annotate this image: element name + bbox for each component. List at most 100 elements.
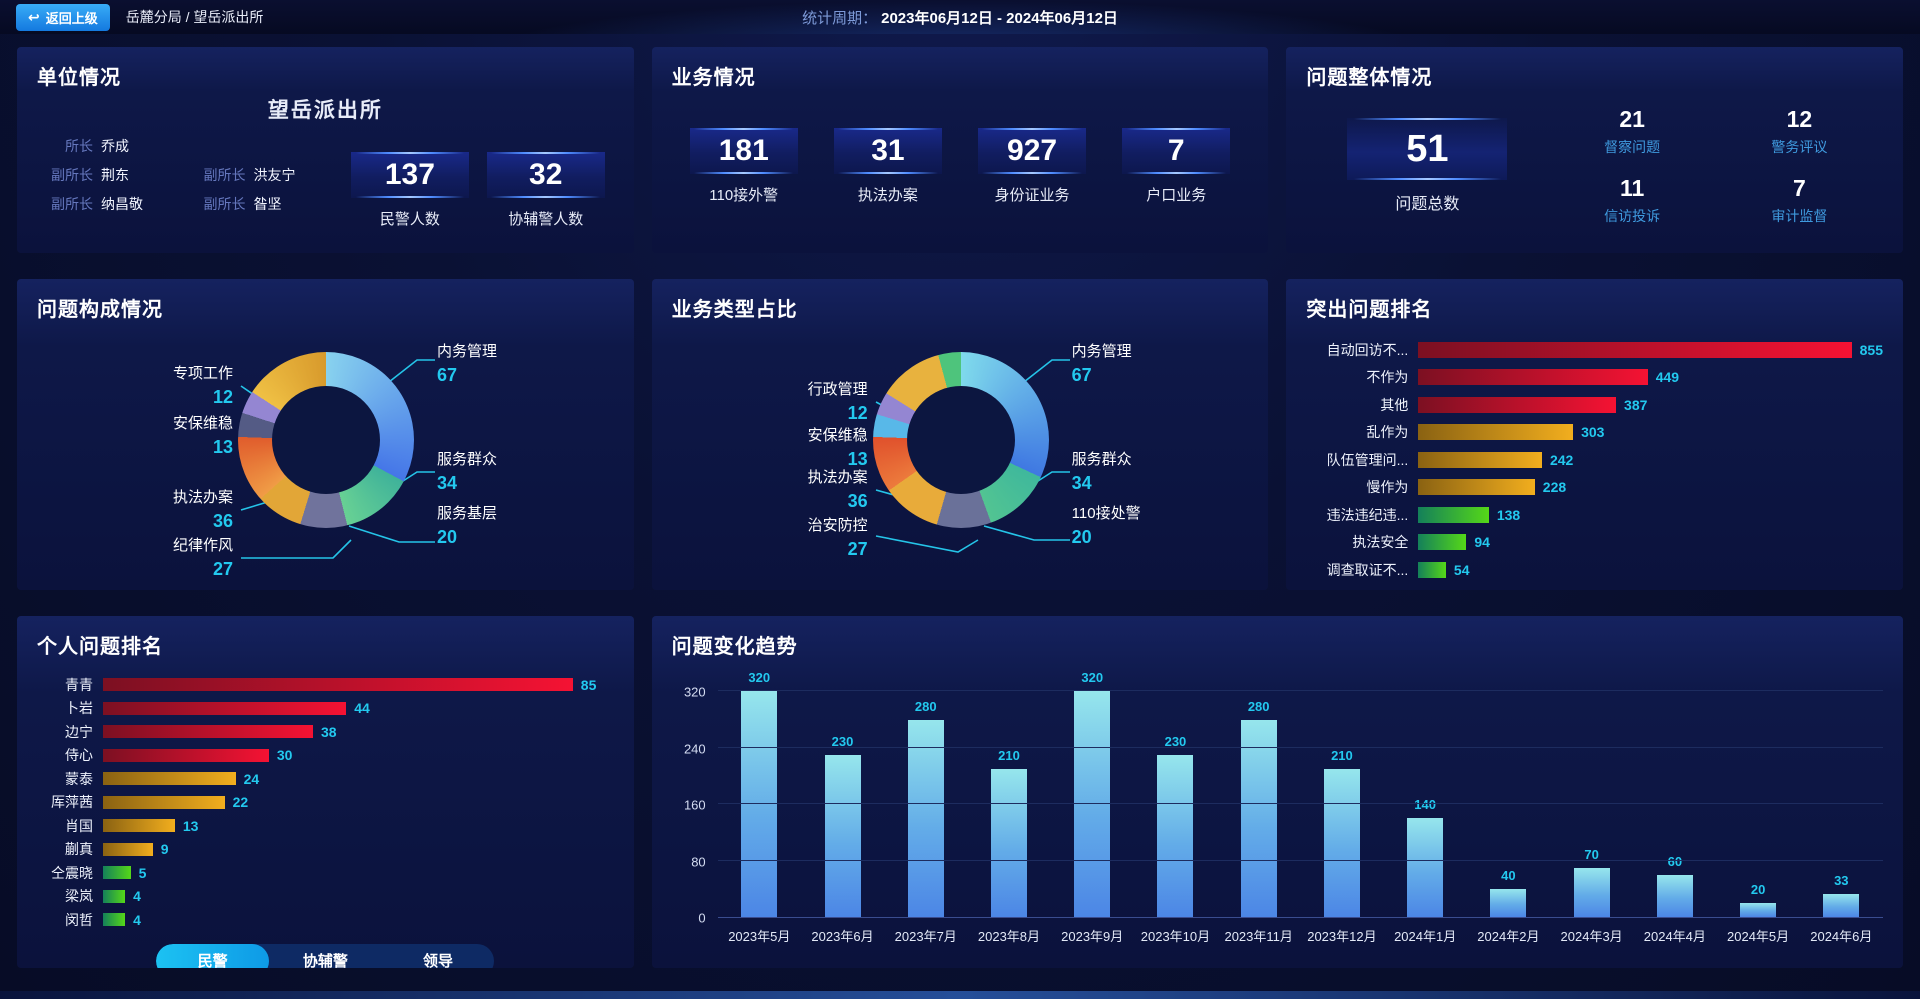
gridline [717, 690, 1883, 692]
stat-value: 927 [1007, 134, 1058, 167]
stat-box: 7 [1122, 128, 1231, 174]
trend-bar-slot: 210 [967, 748, 1050, 917]
rank-bar [1418, 424, 1574, 441]
rank-track: 242 [1418, 451, 1883, 468]
rank-label: 闵哲 [65, 911, 93, 928]
segment-value: 36 [847, 490, 868, 511]
stat-value: 31 [871, 134, 905, 167]
unit-stats: 137 民警人数 32 协辅警人数 [342, 152, 614, 229]
stat-box: 31 [833, 128, 942, 174]
donut-segment-label: 专项工作 12 [37, 364, 237, 409]
trend-bar [1323, 768, 1360, 917]
rank-track: 138 [1418, 506, 1883, 523]
rank-value: 5 [138, 864, 147, 881]
trend-bar-slot: 210 [1300, 748, 1383, 917]
trend-bar-slot: 320 [1051, 670, 1134, 917]
segment-name: 服务群众 [437, 451, 498, 468]
rank-row: 不作为 449 [1306, 364, 1883, 392]
trend-bar-slot: 40 [1467, 868, 1550, 917]
segment-value: 27 [847, 538, 868, 559]
y-tick-label: 240 [683, 741, 706, 757]
business-stat: 31 执法办案 [833, 128, 942, 205]
stat-box: 137 [350, 152, 469, 198]
tab-xiefujing[interactable]: 协辅警 [302, 953, 348, 968]
rank-label: 蒙泰 [65, 770, 93, 787]
leader-item: 所长 乔成 [37, 136, 190, 156]
panel-business-type: 业务类型占比 内务管理 67 服务群众 34 110接处警 20 行政管理 12 安保维稳 13 执… [651, 279, 1269, 590]
rank-track: 30 [103, 747, 614, 763]
rank-label: 自动回访不... [1326, 341, 1409, 358]
rank-value: 94 [1474, 534, 1490, 551]
rank-row: 青青 85 [37, 673, 614, 697]
donut-segment-label: 行政管理 12 [672, 380, 872, 425]
trend-bar-slot: 230 [1134, 734, 1217, 917]
tab-minjing[interactable]: 民警 [156, 943, 269, 968]
gridline [717, 803, 1883, 805]
trend-y-axis: 0 80 160 240 320 [672, 681, 718, 926]
leader-name: 昝坚 [253, 196, 282, 212]
mini-stat-label: 审计监督 [1771, 208, 1828, 224]
rank-row: 蒙泰 24 [37, 767, 614, 791]
stat-value: 137 [384, 158, 435, 191]
donut-segment-label: 治安防控 27 [672, 516, 872, 561]
rank-label: 边宁 [65, 723, 93, 740]
rank-track: 13 [103, 818, 614, 834]
rank-value: 449 [1655, 369, 1680, 386]
stat-period: 统计周期： 2023年06月12日 - 2024年06月12日 [802, 0, 1118, 34]
rank-row: 违法违纪违... 138 [1306, 501, 1883, 529]
rank-track: 4 [103, 888, 614, 904]
leader-name: 荆东 [101, 167, 129, 183]
trend-bar-value: 33 [1834, 872, 1849, 888]
segment-name: 服务群众 [1071, 451, 1132, 468]
segment-value: 13 [847, 448, 868, 469]
trend-bar-slot: 33 [1800, 873, 1883, 917]
trend-bar-slot: 320 [718, 670, 801, 917]
leader-item: 副所长 昝坚 [190, 194, 343, 214]
rank-label: 侍心 [65, 747, 93, 764]
back-button[interactable]: ↩ 返回上级 [16, 3, 110, 31]
leader-role: 副所长 [51, 167, 93, 183]
panel-problem-overview-title: 问题整体情况 [1306, 67, 1433, 89]
mini-stat-label: 警务评议 [1771, 139, 1828, 155]
rank-track: 9 [103, 841, 614, 857]
x-tick-label: 2024年4月 [1643, 929, 1706, 944]
leader-spacer [190, 136, 343, 156]
trend-bar [1740, 902, 1777, 917]
rank-bar [1418, 341, 1852, 358]
rank-label: 其他 [1380, 396, 1409, 413]
rank-label: 调查取证不... [1326, 561, 1409, 578]
x-tick-label: 2024年1月 [1394, 929, 1457, 944]
rank-value: 22 [232, 794, 249, 811]
y-tick-label: 160 [683, 797, 706, 813]
segment-name: 执法办案 [807, 469, 868, 486]
rank-row: 慢作为 228 [1306, 474, 1883, 502]
rank-track: 22 [103, 794, 614, 810]
leader-name: 洪友宁 [253, 167, 296, 183]
tab-lingdao[interactable]: 领导 [423, 953, 454, 968]
trend-bar-value: 70 [1584, 846, 1599, 862]
rank-label: 蒯真 [65, 841, 93, 858]
panel-problem-overview: 问题整体情况 51 问题总数 21 督察问题 12 警务评议 11 信访投诉 7 审计监督 [1286, 47, 1903, 253]
rank-value: 44 [354, 700, 370, 717]
back-arrow-icon: ↩ [28, 9, 40, 25]
rank-label: 违法违纪违... [1326, 506, 1409, 523]
rank-label: 肖国 [65, 817, 93, 834]
trend-bar-value: 40 [1501, 867, 1516, 883]
mini-stat-value: 7 [1792, 175, 1806, 201]
rank-track: 85 [103, 677, 614, 693]
trend-bar-slot: 70 [1550, 847, 1633, 917]
rank-track: 4 [103, 912, 614, 928]
x-tick-label: 2023年9月 [1061, 929, 1124, 944]
station-name: 望岳派出所 [267, 99, 383, 122]
segment-value: 13 [212, 436, 233, 457]
problem-total-box: 51 [1347, 118, 1508, 180]
donut-segment-label: 服务群众 34 [437, 450, 497, 495]
donut-segment-label: 服务群众 34 [1072, 450, 1132, 495]
segment-name: 110接处警 [1071, 505, 1141, 522]
business-stats: 181 110接外警 31 执法办案 927 身份证业务 7 户口业务 [672, 128, 1249, 205]
rank-row: 闵哲 4 [37, 908, 614, 932]
stat-label: 身份证业务 [994, 187, 1070, 204]
overview-body: 51 问题总数 21 督察问题 12 警务评议 11 信访投诉 7 审计监督 [1306, 106, 1883, 226]
personal-ranking-tabs: 民警 协辅警 领导 [156, 943, 495, 968]
panel-unit-title: 单位情况 [37, 67, 121, 89]
